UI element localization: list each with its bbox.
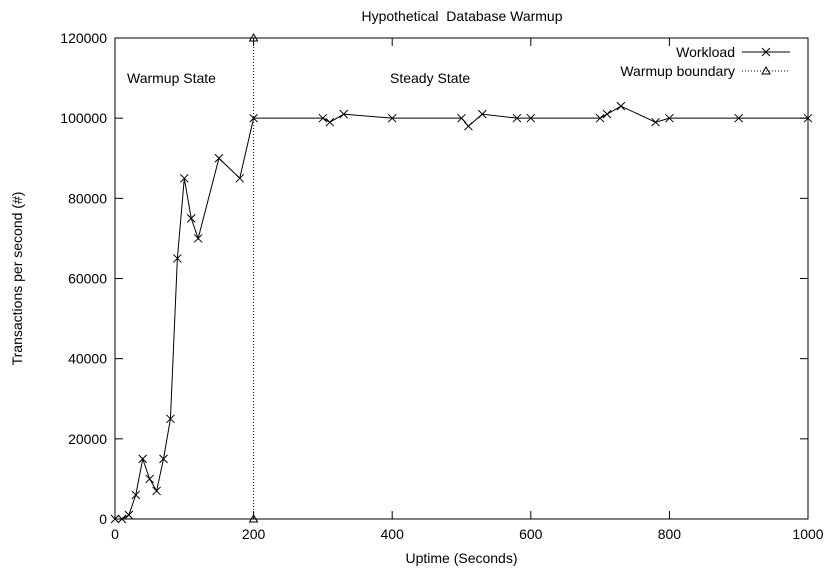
y-axis-title: Transactions per second (#) xyxy=(9,192,25,366)
data-point-workload xyxy=(526,113,536,123)
marker-stroke xyxy=(602,109,612,119)
marker-stroke xyxy=(457,113,466,123)
marker-stroke xyxy=(339,109,349,119)
x-tick-label: 400 xyxy=(381,526,405,542)
legend: Workload Warmup boundary xyxy=(620,44,790,79)
marker-stroke xyxy=(186,214,196,223)
legend-label-workload: Workload xyxy=(676,44,735,60)
marker-stroke xyxy=(145,474,155,484)
legend-label-warmup-boundary: Warmup boundary xyxy=(620,63,735,79)
data-point-workload xyxy=(339,109,349,119)
data-point-workload xyxy=(166,414,175,424)
marker-stroke xyxy=(761,47,771,57)
marker-stroke xyxy=(166,414,175,424)
y-tick-label: 80000 xyxy=(68,190,107,206)
data-point-workload xyxy=(186,214,196,223)
series-workload-line xyxy=(115,105,808,520)
marker-stroke xyxy=(124,510,134,520)
marker-stroke xyxy=(159,454,168,464)
y-tick-label: 60000 xyxy=(68,271,107,287)
data-point-workload xyxy=(214,153,224,163)
marker-stroke xyxy=(179,173,189,183)
data-point-workload xyxy=(179,173,189,183)
y-tick-label: 20000 xyxy=(68,431,107,447)
marker-stroke xyxy=(595,113,605,123)
marker-stroke xyxy=(173,254,182,263)
marker-stroke xyxy=(734,113,744,123)
x-tick-label: 1000 xyxy=(792,526,823,542)
data-point-workload xyxy=(138,454,148,464)
data-point-workload xyxy=(616,101,626,111)
y-tick-label: 0 xyxy=(99,511,107,527)
marker-stroke xyxy=(387,113,397,123)
marker-stroke xyxy=(131,490,141,500)
marker-stroke xyxy=(665,113,674,123)
data-point-workload xyxy=(665,113,674,123)
data-point-workload xyxy=(235,173,245,183)
data-point-workload xyxy=(595,113,605,123)
y-tick-label: 40000 xyxy=(68,351,107,367)
data-point-workload xyxy=(152,486,161,496)
data-point-workload xyxy=(734,113,744,123)
x-tick-label: 0 xyxy=(111,526,119,542)
data-point-workload xyxy=(124,510,134,520)
marker-stroke xyxy=(477,109,487,119)
x-tick-label: 200 xyxy=(242,526,266,542)
marker-stroke xyxy=(616,101,626,111)
axes: 0 20000 40000 60000 80000 100000 120000 0 200 400… xyxy=(60,30,823,542)
legend-marker-workload xyxy=(761,47,771,57)
marker-stroke xyxy=(249,113,258,123)
marker-stroke xyxy=(214,153,224,163)
data-point-workload xyxy=(387,113,397,123)
marker-stroke xyxy=(152,486,161,496)
legend-marker-warmup-boundary xyxy=(761,65,771,75)
marker-stroke xyxy=(138,454,148,464)
data-point-workload xyxy=(193,234,203,243)
x-axis-title: Uptime (Seconds) xyxy=(405,550,517,566)
x-tick-label: 600 xyxy=(519,526,543,542)
marker-stroke xyxy=(235,173,245,183)
chart-title: Hypothetical Database Warmup xyxy=(361,8,562,24)
data-point-workload xyxy=(464,121,473,131)
data-point-workload xyxy=(145,474,155,484)
data-point-workload xyxy=(159,454,168,464)
data-point-workload xyxy=(173,254,182,263)
marker-stroke xyxy=(318,113,328,123)
annotation-steady-state: Steady State xyxy=(390,70,470,86)
marker-stroke xyxy=(512,113,522,123)
marker-stroke xyxy=(651,117,660,127)
data-point-workload xyxy=(249,113,258,123)
data-point-workload xyxy=(512,113,522,123)
data-point-workload xyxy=(602,109,612,119)
y-tick-label: 100000 xyxy=(60,110,107,126)
plot-frame xyxy=(114,37,809,520)
data-point-workload xyxy=(477,109,487,119)
marker-stroke xyxy=(464,121,473,131)
data-point-workload xyxy=(131,490,141,500)
data-point-workload xyxy=(457,113,466,123)
data-point-workload xyxy=(325,117,335,127)
marker-stroke xyxy=(526,113,536,123)
annotation-warmup-state: Warmup State xyxy=(127,70,216,86)
legend-samples xyxy=(742,47,790,75)
plot-area xyxy=(110,32,813,524)
data-point-workload xyxy=(651,117,660,127)
marker-stroke xyxy=(325,117,335,127)
x-tick-label: 800 xyxy=(658,526,682,542)
marker-stroke xyxy=(193,234,203,243)
y-tick-label: 120000 xyxy=(60,30,107,46)
data-point-workload xyxy=(318,113,328,123)
